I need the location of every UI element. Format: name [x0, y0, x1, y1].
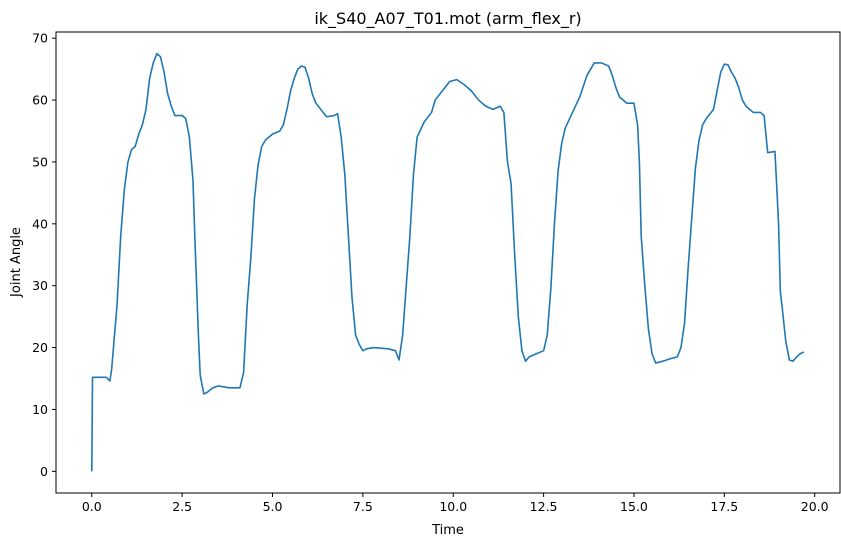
- y-tick-label: 50: [32, 154, 48, 169]
- plot-frame: [55, 31, 841, 494]
- y-tick-label: 10: [32, 402, 48, 417]
- y-tick-label: 40: [32, 216, 48, 231]
- x-tick-label: 10.0: [439, 499, 467, 514]
- x-axis-ticks: 0.0 2.5 5.0 7.5 10.0 12.5 15.0 17.5 20.0: [82, 493, 829, 514]
- y-tick-label: 60: [32, 93, 48, 108]
- y-axis-label: Joint Angle: [9, 227, 24, 298]
- y-axis-ticks: 0 10 20 30 40 50 60 70: [32, 31, 56, 479]
- x-axis-label: Time: [431, 523, 464, 538]
- x-tick-label: 20.0: [801, 499, 829, 514]
- y-tick-label: 0: [40, 464, 48, 479]
- y-tick-label: 30: [32, 278, 48, 293]
- x-tick-label: 17.5: [710, 499, 738, 514]
- x-tick-label: 0.0: [82, 499, 102, 514]
- y-tick-label: 70: [32, 31, 48, 46]
- series-layer: [90, 52, 805, 472]
- x-tick-label: 5.0: [263, 499, 283, 514]
- x-tick-label: 12.5: [530, 499, 558, 514]
- chart-title: ik_S40_A07_T01.mot (arm_flex_r): [314, 9, 581, 29]
- x-tick-label: 15.0: [620, 499, 648, 514]
- x-tick-label: 7.5: [353, 499, 373, 514]
- series-line-arm_flex_r: [90, 52, 805, 472]
- x-tick-label: 2.5: [172, 499, 192, 514]
- y-tick-label: 20: [32, 340, 48, 355]
